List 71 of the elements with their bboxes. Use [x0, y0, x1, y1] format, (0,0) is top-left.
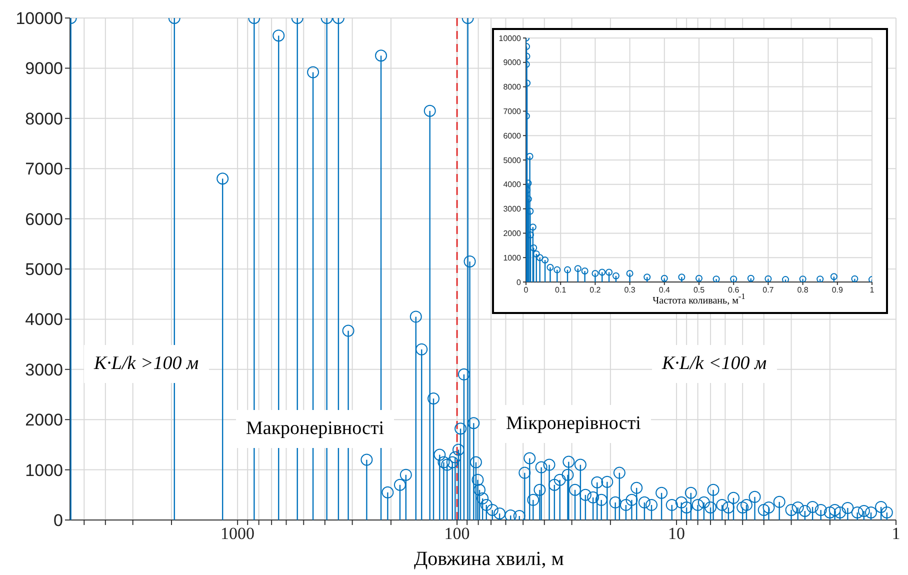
point: [626, 270, 634, 277]
y-tick-label: 8000: [25, 109, 63, 128]
x-axis-title: Частота коливань, м$^{-1}$: [652, 292, 746, 306]
point: [747, 274, 754, 282]
x-tick-label: 100: [444, 524, 470, 544]
point: [696, 274, 702, 282]
y-tick-label: 2000: [503, 229, 522, 238]
x-tick-label: 0.3: [624, 286, 636, 295]
annotation: K·L/k >100 м: [84, 345, 209, 383]
y-tick-label: 7000: [503, 107, 522, 116]
point: [564, 266, 572, 274]
point: [529, 224, 536, 231]
x-tick-label: 0.7: [762, 286, 774, 295]
point: [536, 254, 544, 262]
x-tick-label: 0.6: [728, 286, 740, 295]
y-tick-label: 3000: [503, 204, 522, 214]
x-tick-label: 0.1: [555, 286, 567, 295]
y-tick-label: 6000: [25, 210, 63, 229]
x-tick-label: 10: [668, 524, 686, 544]
point: [546, 264, 554, 271]
point: [851, 275, 858, 282]
x-axis-title: Довжина хвилі, м: [413, 548, 565, 571]
point: [574, 265, 582, 272]
y-tick-label: 4000: [503, 180, 522, 190]
point: [799, 276, 806, 282]
point: [606, 268, 613, 276]
y-tick-label: 10000: [498, 34, 522, 43]
point: [592, 270, 599, 277]
y-tick-label: 1000: [25, 460, 63, 480]
y-tick-label: 4000: [25, 310, 63, 330]
y-tick-label: 9000: [25, 59, 63, 78]
point: [782, 276, 789, 282]
x-tick-label: 0.8: [797, 286, 809, 295]
point: [612, 272, 620, 280]
point: [712, 276, 720, 282]
y-tick-label: 2000: [25, 410, 63, 430]
x-tick-label: 0.2: [590, 286, 602, 295]
point: [730, 276, 738, 282]
annotation: Мікронерівності: [496, 405, 651, 443]
y-tick-label: 10000: [16, 9, 63, 28]
point: [816, 276, 824, 282]
y-tick-label: 9000: [503, 58, 522, 68]
point: [542, 256, 549, 264]
point: [764, 275, 772, 282]
y-tick-label: 8000: [503, 82, 522, 92]
y-tick-label: 0: [516, 278, 522, 287]
point: [660, 274, 668, 282]
y-tick-label: 1000: [503, 253, 522, 262]
x-tick-label: 0: [524, 286, 529, 295]
x-tick-label: 1: [870, 286, 875, 295]
point: [830, 273, 838, 280]
y-tick-label: 3000: [25, 360, 63, 380]
point: [644, 274, 651, 281]
point: [530, 244, 538, 252]
x-tick-label: 0.5: [693, 286, 706, 295]
annotation: K·L/k <100 м: [652, 345, 777, 383]
x-tick-label: 1: [892, 524, 900, 544]
point: [526, 208, 534, 215]
point: [598, 268, 606, 276]
y-tick-label: 0: [54, 511, 63, 530]
point: [554, 266, 561, 274]
y-tick-label: 5000: [503, 156, 522, 165]
annotation: Макронерівності: [236, 410, 394, 448]
x-tick-label: 0.4: [658, 286, 671, 295]
point: [581, 268, 588, 275]
y-tick-label: 6000: [503, 131, 522, 140]
point: [678, 274, 686, 281]
x-tick-label: 0.9: [832, 286, 844, 295]
x-tick-label: 1000: [220, 524, 255, 544]
y-tick-label: 7000: [25, 160, 63, 179]
y-tick-label: 5000: [25, 260, 63, 280]
